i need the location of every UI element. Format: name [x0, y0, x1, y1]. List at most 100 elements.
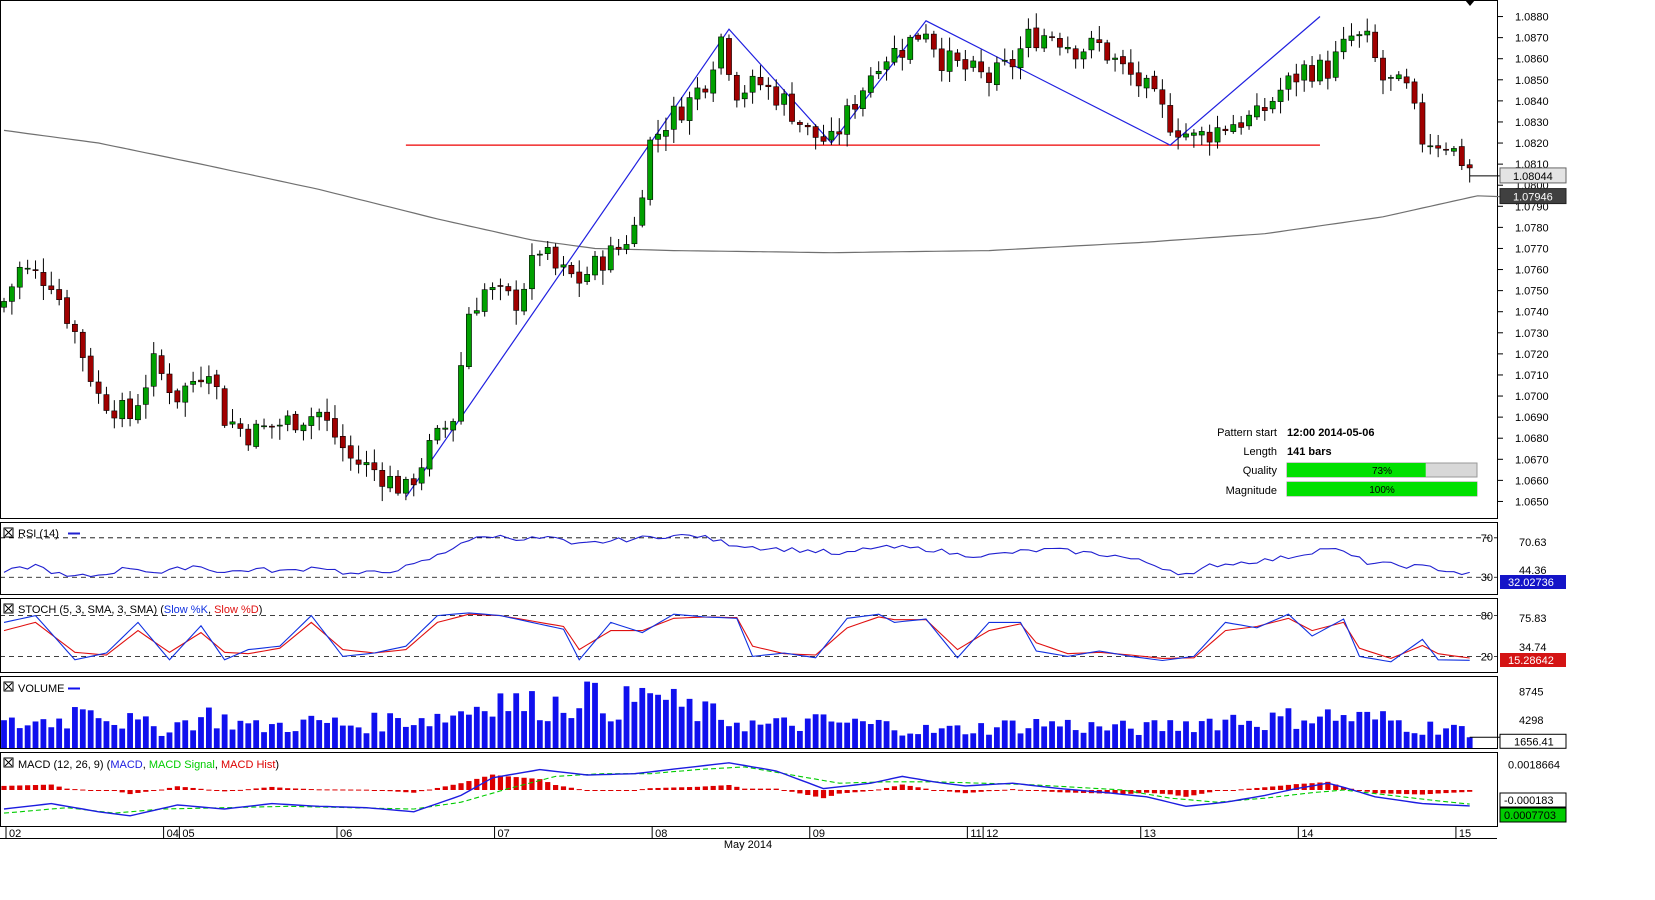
candle — [387, 465, 394, 493]
candle — [458, 352, 464, 425]
macd-hist-bar — [813, 790, 819, 797]
time-tick-label: 14 — [1301, 828, 1313, 840]
macd-hist-bar — [1183, 790, 1189, 797]
macd-legend-hist: MACD Hist — [221, 759, 275, 771]
candle — [702, 85, 709, 99]
volume-bar — [1088, 722, 1095, 748]
macd-hist-bar — [419, 790, 425, 792]
macd-hist-bar — [844, 790, 850, 793]
volume-bar — [552, 696, 559, 748]
volume-bar — [1017, 733, 1024, 748]
candle — [820, 124, 827, 145]
volume-bar — [521, 711, 527, 748]
macd-hist-bar — [663, 787, 669, 790]
macd-hist-bar — [781, 790, 787, 791]
candle — [237, 418, 244, 437]
candle — [347, 435, 354, 471]
candle — [828, 117, 835, 146]
volume-bar — [1427, 721, 1434, 748]
macd-hist-bar — [978, 790, 984, 792]
volume-bar — [418, 718, 425, 748]
candle — [923, 24, 929, 43]
candle — [749, 69, 756, 104]
macd-hist-bar — [828, 790, 834, 796]
rsi-last-box — [1500, 575, 1566, 589]
macd-hist-bar — [9, 785, 15, 790]
macd-hist-bar — [568, 787, 574, 790]
macd-hist-bar — [379, 790, 385, 791]
volume-bar — [174, 722, 181, 748]
volume-bar — [867, 724, 874, 748]
macd-hist-bar — [182, 787, 188, 790]
macd-hist-bar — [198, 788, 204, 790]
volume-bar — [993, 727, 1000, 748]
candle — [1222, 125, 1229, 136]
volume-bar — [773, 718, 780, 748]
macd-hist-bar — [119, 790, 125, 793]
macd-hist-bar — [395, 790, 401, 792]
volume-axis-label: 8745 — [1519, 686, 1543, 698]
quality-label: Quality — [1243, 465, 1278, 477]
macd-hist-bar — [1175, 790, 1181, 796]
scroll-marker-icon[interactable] — [1465, 0, 1475, 6]
candle — [355, 445, 362, 474]
candle — [655, 119, 661, 153]
macd-hist-bar — [1356, 790, 1362, 791]
candle — [1159, 79, 1166, 118]
macd-hist-bar — [962, 790, 968, 794]
candle — [860, 87, 866, 117]
candle — [1, 297, 7, 313]
macd-hist-bar — [789, 790, 795, 792]
candle — [1057, 32, 1063, 56]
candle — [513, 280, 520, 325]
candle — [804, 122, 811, 136]
macd-hist-bar — [1214, 790, 1221, 791]
candle — [1443, 142, 1449, 156]
candle — [473, 297, 480, 316]
volume-bar — [1214, 730, 1221, 748]
macd-hist-bar — [1151, 790, 1158, 794]
volume-bar — [1127, 728, 1134, 748]
length-value: 141 bars — [1287, 446, 1332, 458]
volume-bar — [599, 713, 606, 748]
volume-bar — [253, 720, 260, 748]
candle — [95, 370, 102, 404]
macd-hist-bar — [348, 789, 354, 791]
candle — [481, 283, 488, 317]
macd-hist-bar — [371, 790, 377, 791]
volume-bar — [410, 725, 417, 748]
macd-signal-last-box — [1499, 807, 1567, 823]
macd-hist-bar — [553, 785, 559, 790]
macd-path — [3, 762, 1470, 817]
volume-bar — [986, 734, 992, 748]
candle — [426, 433, 433, 477]
volume-bar — [623, 686, 630, 748]
price-tick-label: 1.0730 — [1515, 328, 1549, 340]
volume-bar — [347, 725, 354, 748]
price-tick-label: 1.0660 — [1515, 475, 1549, 487]
candlestick-series — [1, 13, 1473, 502]
candle — [1348, 23, 1355, 47]
macd-hist-bar — [324, 789, 330, 791]
volume-bar — [1009, 720, 1016, 748]
macd-hist-bar — [560, 786, 567, 790]
volume-bar — [158, 735, 165, 748]
candle — [505, 283, 512, 296]
candle — [1403, 68, 1410, 89]
macd-hist-bar — [497, 775, 504, 790]
magnitude-label: Magnitude — [1226, 485, 1277, 497]
candle — [190, 371, 197, 393]
volume-bar — [1049, 721, 1055, 748]
macd-hist-bar — [1451, 790, 1457, 793]
volume-bar — [1443, 728, 1449, 748]
volume-bar — [923, 724, 929, 748]
candle — [1269, 97, 1276, 114]
candle — [418, 458, 425, 491]
macd-hist-bar — [521, 777, 527, 790]
candle — [812, 124, 819, 150]
macd-hist-bar — [742, 788, 748, 790]
volume-bar — [852, 718, 858, 748]
candle — [1080, 48, 1087, 69]
